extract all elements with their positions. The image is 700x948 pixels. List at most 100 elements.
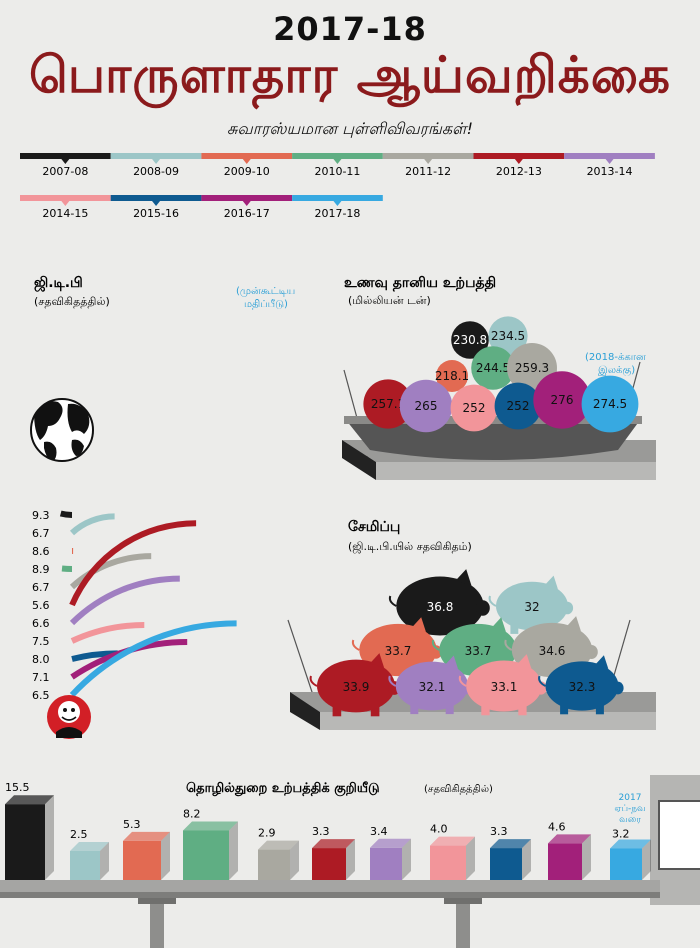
timeline-marker-2016-17: [242, 201, 251, 206]
industry-bar-2010-11: [183, 821, 238, 880]
industry-note-until: வரை: [619, 815, 641, 825]
timeline-bar-2016-17: [201, 195, 293, 201]
savings-value-2011-12: 34.6: [539, 644, 566, 658]
year-title: 2017-18: [273, 10, 427, 48]
food-value-2014-15: 252: [463, 401, 486, 415]
timeline-bar-2012-13: [473, 153, 565, 159]
gdp-value-2008-09: 6.7: [32, 527, 50, 540]
industry-bar-2008-09: [70, 842, 109, 880]
timeline-label-2011-12: 2011-12: [405, 165, 451, 178]
timeline-label-2007-08: 2007-08: [42, 165, 88, 178]
timeline-label-2014-15: 2014-15: [42, 207, 88, 220]
industry-bar-2017-18: [610, 839, 651, 880]
industry-value-2010-11: 8.2: [183, 807, 201, 820]
gdp-value-2014-15: 7.5: [32, 635, 50, 648]
timeline-marker-2014-15: [61, 201, 70, 206]
industry-bar-2016-17: [548, 834, 591, 880]
food-bubble-chart: 230.8 234.5 218.1 244.5 259.3 257.1 265 252 252 2…: [363, 316, 639, 433]
timeline-marker-2007-08: [61, 159, 70, 164]
industry-value-2015-16: 3.3: [490, 825, 508, 838]
industry-title: தொழில்துறை உற்பத்திக் குறியீடு: [186, 780, 380, 796]
timeline-label-2015-16: 2015-16: [133, 207, 179, 220]
food-value-2009-10: 218.1: [435, 369, 469, 383]
timeline-bar-2013-14: [564, 153, 655, 159]
gdp-arc-2014-15: [70, 621, 145, 644]
industry-bar-2011-12: [258, 840, 299, 880]
timeline-marker-2012-13: [514, 159, 523, 164]
timeline-marker-2010-11: [333, 159, 342, 164]
industry-bar-2009-10: [123, 831, 170, 880]
food-value-2010-11: 244.5: [476, 361, 510, 375]
industry-value-2016-17: 4.6: [548, 820, 566, 833]
gdp-arc-2010-11: [61, 565, 73, 573]
gdp-arc-2008-09: [69, 513, 115, 536]
gdp-value-2010-11: 8.9: [32, 563, 50, 576]
timeline-marker-2015-16: [152, 201, 161, 206]
savings-pig-2012-13: [309, 653, 401, 717]
gdp-value-2011-12: 6.7: [32, 581, 50, 594]
timeline-label-2009-10: 2009-10: [224, 165, 270, 178]
gdp-arc-2017-18: [69, 620, 237, 698]
main-title: பொருளாதார ஆய்வறிக்கை: [28, 46, 671, 104]
gdp-value-2017-18: 6.5: [32, 689, 50, 702]
gdp-arc-2011-12: [69, 553, 152, 590]
food-value-2012-13: 257.1: [371, 397, 405, 411]
food-bubble-2009-10: [436, 360, 468, 392]
gdp-arc-2012-13: [69, 520, 197, 607]
timeline-bar-2017-18: [292, 195, 383, 201]
gdp-arc-chart: 9.3 6.7 8.6 8.9 6.7 5.6 6.6 7.5 8.0 7.1 6.5: [32, 509, 237, 702]
savings-value-2008-09: 32: [524, 600, 539, 614]
gdp-value-2016-17: 7.1: [32, 671, 50, 684]
subtitle: சுவாரஸ்யமான புள்ளிவிவரங்கள்!: [226, 119, 474, 138]
savings-value-2007-08: 36.8: [427, 600, 454, 614]
industry-bar-2012-13: [312, 839, 355, 880]
industry-value-2008-09: 2.5: [70, 828, 88, 841]
food-value-2013-14: 265: [415, 399, 438, 413]
gdp-value-2013-14: 6.6: [32, 617, 50, 630]
food-note-line2: இலக்கு): [598, 365, 635, 377]
industry-subtitle: (சதவிகிதத்தில்): [424, 784, 493, 795]
food-value-2011-12: 259.3: [515, 361, 549, 375]
gdp-value-2009-10: 8.6: [32, 545, 50, 558]
savings-subtitle: (ஜி.டி.பி.யில் சதவிகிதம்): [348, 540, 472, 554]
food-bubble-2013-14: [399, 379, 453, 433]
timeline-marker-2009-10: [242, 159, 251, 164]
timeline-bar-2015-16: [110, 195, 202, 201]
industry-value-2013-14: 3.4: [370, 825, 388, 838]
food-bubble-2016-17: [533, 371, 591, 429]
globe-icon: [30, 398, 94, 462]
timeline-label-2012-13: 2012-13: [496, 165, 542, 178]
savings-value-2012-13: 33.9: [343, 680, 370, 694]
industry-bar-chart: 15.5 2.5 5.3 8.2 2.9 3.3 3.4 4.0 3.3 4.6 3.2: [5, 781, 651, 880]
food-value-2016-17: 276: [551, 393, 574, 407]
mascot-logo: [47, 695, 91, 739]
food-bubble-2008-09: [488, 316, 528, 356]
timeline-marker-2011-12: [424, 159, 433, 164]
food-bubble-2010-11: [471, 346, 515, 390]
savings-value-2013-14: 32.1: [419, 680, 446, 694]
gdp-title: ஜி.டி.பி: [34, 275, 83, 292]
food-bubble-2014-15: [450, 384, 498, 432]
industry-value-2011-12: 2.9: [258, 827, 276, 840]
gdp-value-2015-16: 8.0: [32, 653, 50, 666]
gdp-value-2012-13: 5.6: [32, 599, 50, 612]
timeline-marker-2008-09: [152, 159, 161, 164]
industry-value-2017-18: 3.2: [612, 827, 630, 840]
timeline-bar-2011-12: [382, 153, 474, 159]
timeline-marker-2013-14: [605, 159, 614, 164]
food-note-line1: (2018-க்கான: [585, 352, 646, 363]
savings-pig-2013-14: [388, 655, 474, 715]
savings-title: சேமிப்பு: [348, 519, 400, 535]
industry-note-year: 2017: [619, 793, 642, 803]
food-value-2007-08: 230.8: [453, 333, 487, 347]
food-subtitle: (மில்லியன் டன்): [348, 294, 431, 307]
timeline-bar-2009-10: [201, 153, 293, 159]
industry-note-range: ஏப்-நவ: [614, 804, 645, 814]
gdp-arc-2013-14: [69, 575, 180, 626]
timeline-bar-2010-11: [292, 153, 383, 159]
food-value-2008-09: 234.5: [491, 329, 525, 343]
timeline-label-2017-18: 2017-18: [314, 207, 360, 220]
gdp-subtitle: (சதவிகிதத்தில்): [34, 295, 110, 308]
savings-pig-chart: 36.8 32 33.7 33.7 34.6 33.9 32.1 33.1 32.3: [309, 569, 624, 717]
